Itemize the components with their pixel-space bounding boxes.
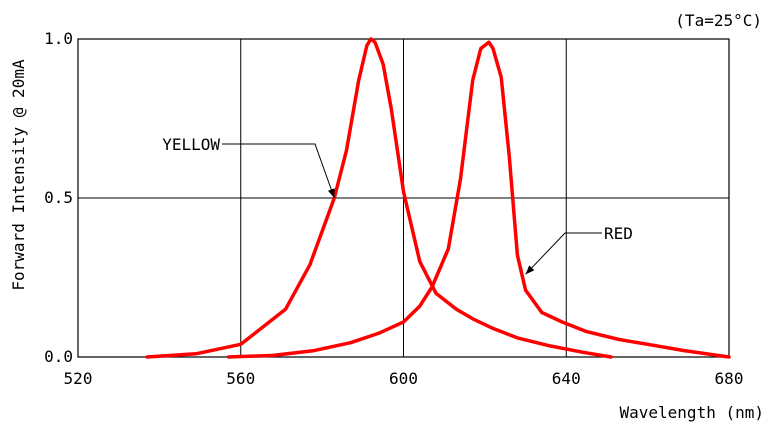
plot-frame [77, 38, 730, 358]
y-tick-label: 0.0 [44, 347, 73, 366]
series-lines [145, 37, 731, 359]
annotation-yellow: YELLOW [162, 135, 335, 199]
x-tick-label: 600 [389, 369, 418, 388]
annotation-arrowhead [525, 265, 535, 275]
y-tick-label: 1.0 [44, 29, 73, 48]
plot-area: 520 560 600 640 680 0.0 0.5 1.0 YELLOW RED [44, 29, 743, 388]
y-axis-label: Forward Intensity @ 20mA [9, 59, 28, 291]
annotation-arrowhead [328, 188, 335, 198]
x-axis-label: Wavelength (nm) [620, 403, 765, 422]
x-tick-label: 680 [715, 369, 744, 388]
annotation-label: YELLOW [162, 135, 220, 154]
annotations: YELLOW RED [162, 135, 633, 275]
x-tick-label: 640 [552, 369, 581, 388]
condition-note: (Ta=25°C) [675, 11, 762, 30]
y-tick-label: 0.5 [44, 188, 73, 207]
annotation-leader [525, 232, 602, 275]
x-tick-label: 520 [64, 369, 93, 388]
annotation-leader [222, 143, 335, 199]
series-line-red [226, 40, 731, 359]
series-line-yellow [145, 37, 613, 359]
tick-labels: 520 560 600 640 680 0.0 0.5 1.0 [44, 29, 743, 388]
annotation-label: RED [604, 224, 633, 243]
x-tick-label: 560 [226, 369, 255, 388]
annotation-red: RED [525, 224, 633, 275]
